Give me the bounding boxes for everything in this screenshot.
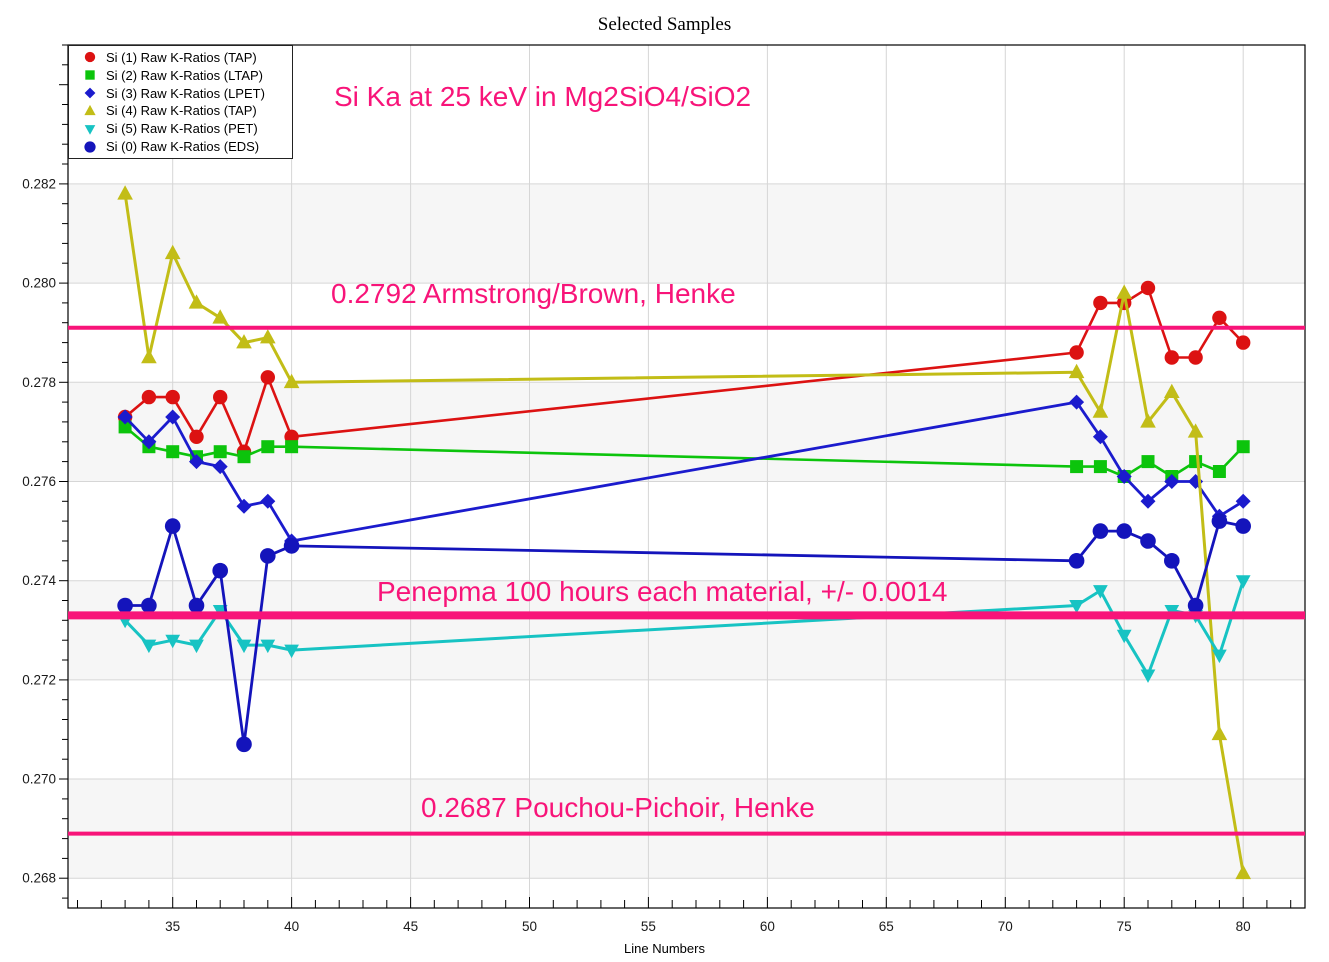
svg-text:0.276: 0.276 (22, 474, 56, 489)
svg-text:0.274: 0.274 (22, 573, 56, 588)
x-tick-labels: 35 40 45 50 55 60 65 70 75 80 (165, 919, 1251, 934)
svg-text:35: 35 (165, 919, 180, 934)
gridlines (68, 45, 1305, 908)
legend-item: Si (2) Raw K-Ratios (LTAP) (69, 67, 292, 84)
axis-ticks (59, 44, 1292, 908)
triangle-up-icon (84, 104, 96, 116)
legend-item-label: Si (3) Raw K-Ratios (LPET) (106, 85, 265, 101)
legend-item-label: Si (0) Raw K-Ratios (EDS) (106, 139, 260, 155)
reference-lines (68, 325, 1305, 836)
svg-text:65: 65 (879, 919, 894, 934)
legend-item: Si (3) Raw K-Ratios (LPET) (69, 85, 292, 102)
svg-text:70: 70 (998, 919, 1013, 934)
svg-text:45: 45 (403, 919, 418, 934)
annotation-armstrong-brown: 0.2792 Armstrong/Brown, Henke (331, 278, 736, 309)
legend-item: Si (4) Raw K-Ratios (TAP) (69, 102, 292, 119)
x-axis-label: Line Numbers (624, 941, 705, 956)
legend: Si (1) Raw K-Ratios (TAP) Si (2) Raw K-Ra… (68, 45, 293, 159)
legend-item-label: Si (1) Raw K-Ratios (TAP) (106, 49, 257, 65)
svg-text:0.268: 0.268 (22, 871, 56, 886)
svg-text:60: 60 (760, 919, 775, 934)
svg-text:50: 50 (522, 919, 537, 934)
circle-icon (84, 140, 96, 153)
series-si-4-raw-k-ratios-tap (117, 185, 1252, 880)
diamond-icon (84, 87, 96, 99)
plot-border (67, 44, 1306, 909)
legend-item: Si (0) Raw K-Ratios (EDS) (69, 138, 292, 155)
svg-text:75: 75 (1117, 919, 1132, 934)
legend-item: Si (5) Raw K-Ratios (PET) (69, 120, 292, 137)
annotation-penepma: Penepma 100 hours each material, +/- 0.0… (377, 576, 948, 607)
svg-text:0.270: 0.270 (22, 772, 56, 787)
svg-text:80: 80 (1236, 919, 1251, 934)
legend-item-label: Si (4) Raw K-Ratios (TAP) (106, 103, 257, 119)
series-si-0-raw-k-ratios-eds (117, 513, 1251, 753)
y-tick-labels: 0.268 0.270 0.272 0.274 0.276 0.278 0.280 0.282 (22, 176, 56, 885)
svg-text:55: 55 (641, 919, 656, 934)
annotation-si-ka: Si Ka at 25 keV in Mg2SiO4/SiO2 (334, 81, 752, 112)
triangle-down-icon (84, 124, 96, 135)
series-si-3-raw-k-ratios-lpet (117, 394, 1251, 549)
legend-item-label: Si (2) Raw K-Ratios (LTAP) (106, 67, 263, 83)
legend-item-label: Si (5) Raw K-Ratios (PET) (106, 121, 258, 137)
annotation-pouchou-pichoir: 0.2687 Pouchou-Pichoir, Henke (421, 792, 815, 823)
svg-text:0.282: 0.282 (22, 176, 56, 191)
svg-text:0.280: 0.280 (22, 276, 56, 291)
svg-text:40: 40 (284, 919, 299, 934)
chart-title: Selected Samples (597, 14, 732, 35)
circle-icon (84, 52, 96, 63)
square-icon (85, 70, 95, 80)
legend-item: Si (1) Raw K-Ratios (TAP) (69, 49, 292, 66)
svg-text:0.272: 0.272 (22, 672, 56, 687)
svg-text:0.278: 0.278 (22, 375, 56, 390)
